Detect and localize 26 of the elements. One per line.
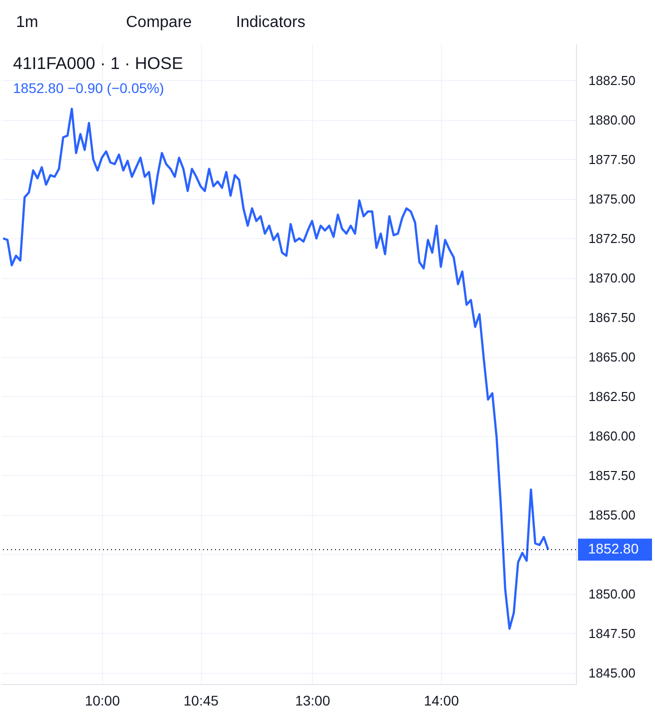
text: Indicators xyxy=(236,14,306,31)
text: Compare xyxy=(126,14,192,31)
y-tick-label: 1845.00 xyxy=(588,665,636,680)
y-tick-label: 1865.00 xyxy=(588,349,636,364)
y-tick-label: 1880.00 xyxy=(588,112,636,128)
text: 41I1FA000 · 1 · HOSE xyxy=(13,54,184,73)
x-tick-label: 10:00 xyxy=(84,692,120,708)
text: 1m xyxy=(16,14,38,31)
y-tick-label: 1872.50 xyxy=(588,230,636,246)
y-tick-label: 1850.00 xyxy=(588,586,636,602)
y-tick-label: 1855.00 xyxy=(588,507,636,522)
ref-line-label: 1852.80 xyxy=(588,540,639,557)
text: 1852.80 −0.90 (−0.05%) xyxy=(13,80,164,96)
y-tick-label: 1847.50 xyxy=(588,626,636,641)
x-tick-label: 14:00 xyxy=(424,692,460,708)
y-tick-label: 1875.00 xyxy=(588,191,636,206)
y-tick-label: 1860.00 xyxy=(588,428,636,444)
y-tick-label: 1877.50 xyxy=(588,152,636,167)
y-tick-label: 1862.50 xyxy=(588,388,636,404)
y-tick-label: 1882.50 xyxy=(588,72,636,88)
y-tick-label: 1870.00 xyxy=(588,270,636,286)
y-tick-label: 1857.50 xyxy=(588,468,636,483)
x-tick-label: 13:00 xyxy=(295,692,330,708)
y-tick-label: 1867.50 xyxy=(588,310,636,325)
x-tick-label: 10:45 xyxy=(184,692,219,708)
line-series xyxy=(2,108,550,630)
